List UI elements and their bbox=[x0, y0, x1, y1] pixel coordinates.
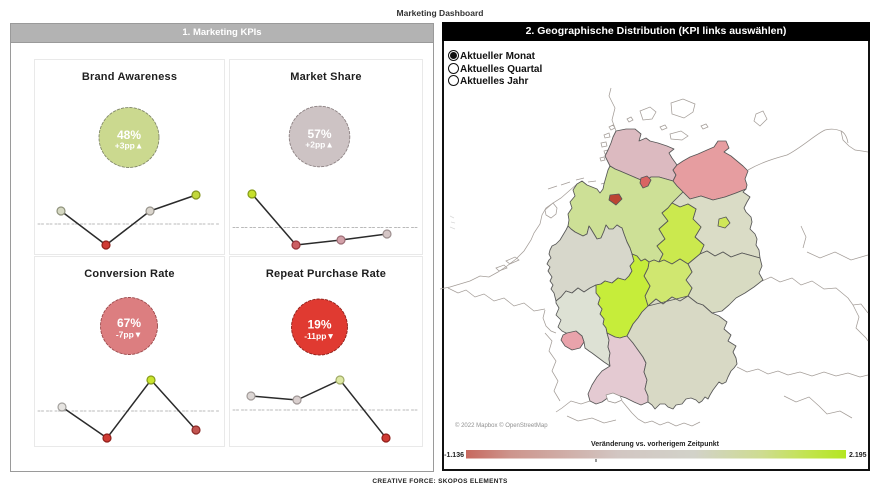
svg-text:+2pp▲: +2pp▲ bbox=[305, 140, 334, 150]
svg-text:19%: 19% bbox=[307, 318, 331, 332]
svg-text:© 2022 Mapbox © OpenStreetMap: © 2022 Mapbox © OpenStreetMap bbox=[455, 422, 548, 429]
svg-text:Veränderung vs. vorherigem Zei: Veränderung vs. vorherigem Zeitpunkt bbox=[591, 441, 720, 448]
svg-text:48%: 48% bbox=[117, 128, 141, 142]
svg-text:-7pp▼: -7pp▼ bbox=[116, 330, 142, 340]
svg-text:2.195: 2.195 bbox=[849, 452, 867, 459]
svg-text:-1.136: -1.136 bbox=[444, 452, 464, 459]
svg-text:+3pp▲: +3pp▲ bbox=[115, 141, 144, 151]
svg-text:57%: 57% bbox=[307, 127, 331, 141]
svg-text:-11pp▼: -11pp▼ bbox=[304, 331, 335, 341]
svg-text:67%: 67% bbox=[117, 316, 141, 330]
